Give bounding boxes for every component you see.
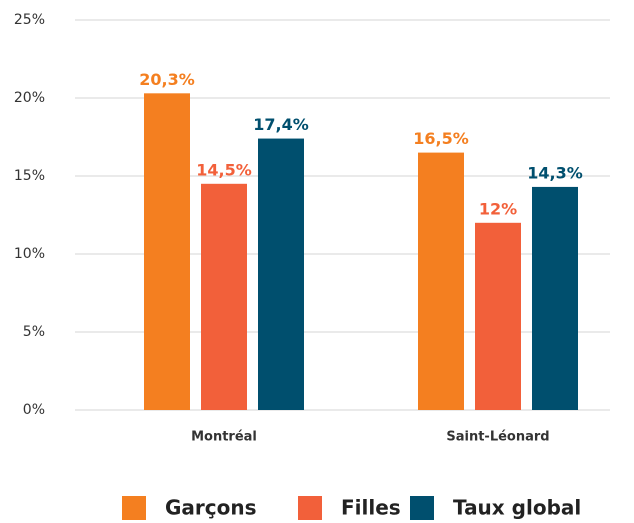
bar [532, 186, 578, 410]
bar [201, 183, 247, 410]
value-label: 16,5% [413, 129, 469, 148]
y-tick-label: 0% [23, 402, 45, 418]
value-label: 17,4% [253, 115, 309, 134]
bar [258, 138, 304, 410]
y-tick-label: 25% [14, 12, 45, 28]
value-label: 14,3% [527, 163, 583, 182]
legend-swatch [410, 496, 434, 520]
bar [418, 152, 464, 410]
legend-label: Garçons [165, 496, 257, 520]
bar [475, 222, 521, 410]
value-label: 20,3% [139, 70, 195, 89]
x-tick-label: Montréal [191, 430, 257, 445]
legend-swatch [298, 496, 322, 520]
y-tick-label: 5% [23, 324, 45, 340]
value-label: 12% [479, 199, 517, 218]
y-tick-label: 15% [14, 168, 45, 184]
bar [144, 93, 190, 410]
legend-label: Filles [341, 496, 401, 520]
legend-label: Taux global [453, 496, 581, 520]
value-label: 14,5% [196, 160, 252, 179]
legend-swatch [122, 496, 146, 520]
y-tick-label: 20% [14, 90, 45, 106]
y-tick-label: 10% [14, 246, 45, 262]
x-tick-label: Saint-Léonard [446, 430, 549, 445]
